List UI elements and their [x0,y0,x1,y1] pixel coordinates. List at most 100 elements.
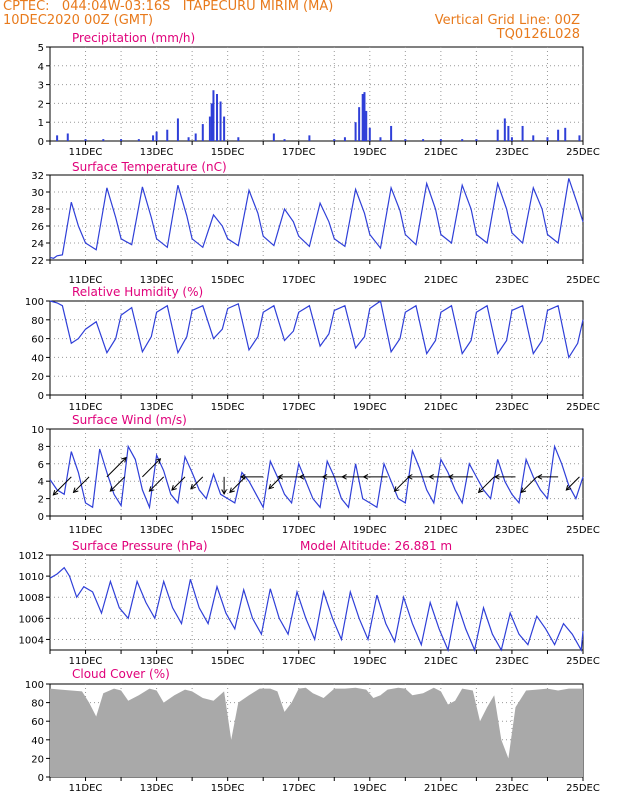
x-tick-label: 25DEC [566,275,600,286]
precip-bar [390,125,393,141]
precip-bar [404,139,407,141]
precip-bar [379,137,382,141]
x-tick-label: 11DEC [69,525,103,536]
precip-bar [137,139,140,141]
x-tick-label: 19DEC [353,525,387,536]
header-grid-note: Vertical Grid Line: 00Z [434,13,580,28]
precip-bar [201,124,204,141]
precip-bar [422,139,425,141]
series-line-temp [49,178,584,259]
wind-arrow-shaft [109,476,125,492]
x-tick-label: 13DEC [140,525,174,536]
y-tick-label: 1008 [19,593,44,604]
x-tick-label: 25DEC [566,656,600,667]
precip-bar [363,92,366,141]
precip-bar [216,94,219,141]
x-tick-label: 13DEC [140,147,174,158]
x-tick-label: 23DEC [495,656,529,667]
wind-arrow-head [268,483,275,490]
precip-bar [120,139,123,141]
wind-arrow-head [298,474,305,480]
y-tick-label: 8 [38,442,44,453]
precip-bar [66,133,69,141]
wind-arrow-shaft [229,476,246,493]
precip-bar [194,133,197,141]
precip-bar [152,135,155,141]
x-tick-label: 25DEC [566,147,600,158]
precip-bar [333,139,336,141]
x-tick-label: 11DEC [69,402,103,413]
x-tick-label: 13DEC [140,275,174,286]
wind-arrow-shaft [52,476,72,496]
precip-bar [283,139,286,141]
precip-bar [365,110,368,141]
cloud-cover-area [50,687,583,777]
wind-arrow-shaft [394,476,410,492]
y-tick-label: 30 [31,188,44,199]
precip-bar [503,118,506,141]
precip-bar [208,116,211,141]
x-tick-label: 21DEC [424,275,458,286]
y-tick-label: 0 [38,773,44,784]
panel-title-wind: Surface Wind (m/s) [72,413,187,427]
wind-arrow-shaft [190,476,204,490]
y-tick-label: 5 [38,43,44,54]
y-tick-label: 0 [38,391,44,402]
wind-arrow-head [341,474,347,480]
y-tick-label: 28 [31,205,44,216]
wind-arrow-head [221,489,227,495]
x-tick-label: 23DEC [495,783,529,794]
wind-arrow-shaft [106,457,127,478]
wind-arrow-shaft [565,476,580,491]
y-tick-label: 6 [38,460,44,471]
x-tick-label: 13DEC [140,402,174,413]
y-tick-label: 1004 [19,635,44,646]
x-tick-label: 23DEC [495,275,529,286]
x-tick-label: 21DEC [424,147,458,158]
precip-bar [219,101,222,141]
panel-title-press: Surface Pressure (hPa) [72,539,208,553]
y-tick-label: 1 [38,118,44,129]
y-tick-label: 80 [31,316,44,327]
x-tick-label: 21DEC [424,783,458,794]
y-tick-label: 2 [38,99,44,110]
x-tick-label: 23DEC [495,402,529,413]
precip-bar [368,127,371,141]
wind-arrow-head [229,487,235,494]
panel-title-rh: Relative Humidity (%) [72,285,203,299]
x-tick-label: 11DEC [69,656,103,667]
plot-frame-rh [49,300,584,396]
x-tick-label: 21DEC [424,525,458,536]
x-tick-label: 19DEC [353,402,387,413]
wind-arrow-head [321,474,328,480]
precip-bar [578,135,581,141]
precip-bar [354,122,357,141]
precip-bar [272,133,275,141]
y-tick-label: 2 [38,495,44,506]
precip-bar [237,137,240,141]
x-tick-label: 15DEC [211,525,245,536]
x-tick-label: 23DEC [495,525,529,536]
precip-bar [343,137,346,141]
precip-bar [176,118,179,141]
y-tick-label: 1010 [19,572,44,583]
wind-arrow-head [239,474,246,480]
precip-bar [155,131,158,141]
y-tick-label: 3 [38,81,44,92]
wind-arrow-head [155,458,162,464]
wind-arrow-shaft [142,458,161,478]
x-tick-label: 21DEC [424,402,458,413]
y-tick-label: 4 [38,477,44,488]
wind-arrow-head [52,489,59,496]
plot-frame-temp [49,174,584,261]
header-model-code: TQ0126L028 [496,27,580,42]
y-tick-label: 100 [25,680,44,691]
y-tick-label: 100 [25,297,44,308]
wind-arrow-head [406,474,413,480]
wind-arrow-shaft [268,476,282,490]
x-tick-label: 15DEC [211,402,245,413]
precip-bar [358,107,361,141]
x-tick-label: 19DEC [353,783,387,794]
y-tick-label: 32 [31,171,44,182]
